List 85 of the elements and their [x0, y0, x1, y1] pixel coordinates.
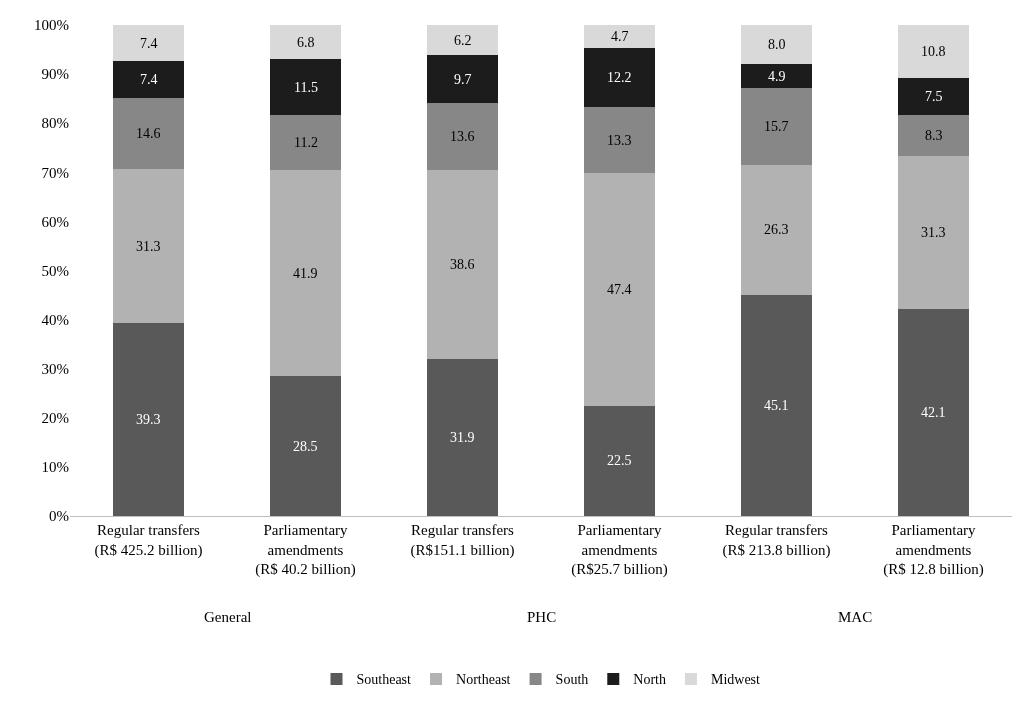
data-label: 4.9: [768, 69, 786, 84]
bar: [270, 170, 341, 377]
data-label: 8.3: [925, 128, 943, 143]
data-label: 28.5: [293, 439, 318, 454]
bar: [741, 165, 812, 295]
bar: [270, 115, 341, 171]
y-tick-label: 40%: [41, 311, 69, 328]
data-label: 13.6: [450, 129, 475, 144]
data-label: 22.5: [607, 453, 632, 468]
data-label: 42.1: [921, 405, 946, 420]
y-tick-label: 50%: [41, 262, 69, 279]
legend-label: Southeast: [356, 672, 412, 688]
data-label: 10.8: [921, 44, 946, 59]
y-tick-label: 0%: [49, 508, 69, 525]
bar: [427, 359, 498, 516]
y-tick-label: 10%: [41, 459, 69, 476]
y-tick-label: 100%: [34, 17, 69, 34]
data-label: 26.3: [764, 222, 789, 237]
data-label: 6.2: [454, 33, 472, 48]
data-label: 14.6: [136, 126, 161, 141]
data-label: 7.5: [925, 89, 943, 104]
bar: [741, 64, 812, 89]
bar: [113, 25, 184, 62]
data-label: 41.9: [293, 266, 318, 281]
legend-label: South: [555, 672, 589, 688]
data-label: 15.7: [764, 119, 789, 134]
y-tick-label: 80%: [41, 115, 69, 132]
legend-label: North: [633, 672, 666, 688]
bar: [898, 78, 969, 115]
bar: [113, 97, 184, 170]
bar: [113, 323, 184, 516]
bar: [741, 88, 812, 166]
data-label: 6.8: [297, 35, 315, 50]
data-label: 31.3: [136, 239, 161, 254]
bar: [898, 309, 969, 516]
bar: [741, 294, 812, 516]
data-label: 38.6: [450, 257, 475, 272]
bar: [584, 107, 655, 173]
bar: [741, 25, 812, 65]
text: General: [204, 609, 252, 625]
data-label: 7.4: [140, 36, 158, 51]
data-label: 39.3: [136, 412, 161, 427]
bar: [898, 155, 969, 310]
data-label: 31.9: [450, 430, 475, 445]
bar: [584, 405, 655, 516]
x-tick-label: Regular transfers (R$ 425.2 billion): [94, 522, 203, 559]
data-label: 11.5: [294, 80, 318, 95]
y-tick-label: 30%: [41, 360, 69, 377]
data-label: 31.3: [921, 225, 946, 240]
data-label: 7.4: [140, 72, 158, 87]
data-label: 13.3: [607, 133, 632, 148]
x-tick-label: Parliamentary amendments (R$ 12.8 billion): [883, 522, 984, 578]
bar: [427, 103, 498, 170]
y-tick-label: 60%: [41, 213, 69, 230]
bar: [584, 47, 655, 108]
bar: [427, 169, 498, 360]
data-label: 9.7: [454, 72, 472, 87]
text: PHC: [527, 609, 557, 625]
legend-label: Northeast: [456, 672, 511, 688]
text: MAC: [838, 609, 873, 625]
x-tick-label: Parliamentary amendments (R$ 40.2 billion): [255, 522, 356, 578]
legend-label: Midwest: [710, 672, 761, 688]
bar: [113, 61, 184, 98]
bar: [898, 25, 969, 79]
data-label: 12.2: [607, 70, 632, 85]
bar: [427, 25, 498, 56]
bar: [270, 376, 341, 516]
data-label: 11.2: [294, 135, 318, 150]
x-tick-label: Regular transfers (R$151.1 billion): [410, 522, 515, 559]
bar: [270, 58, 341, 116]
data-label: 8.0: [768, 37, 786, 52]
bar: [584, 172, 655, 406]
x-tick-label: Parliamentary amendments (R$25.7 billion): [571, 522, 668, 578]
data-label: 4.7: [611, 29, 629, 44]
bar: [584, 25, 655, 48]
data-label: 47.4: [607, 282, 632, 297]
y-tick-label: 70%: [41, 164, 69, 181]
y-tick-label: 20%: [41, 410, 69, 427]
bar: [113, 169, 184, 324]
bar: [270, 25, 341, 59]
x-tick-label: Regular transfers (R$ 213.8 billion): [722, 522, 831, 559]
bar: [898, 114, 969, 156]
data-label: 45.1: [764, 398, 789, 413]
bar: [427, 55, 498, 104]
y-tick-label: 90%: [41, 66, 69, 83]
